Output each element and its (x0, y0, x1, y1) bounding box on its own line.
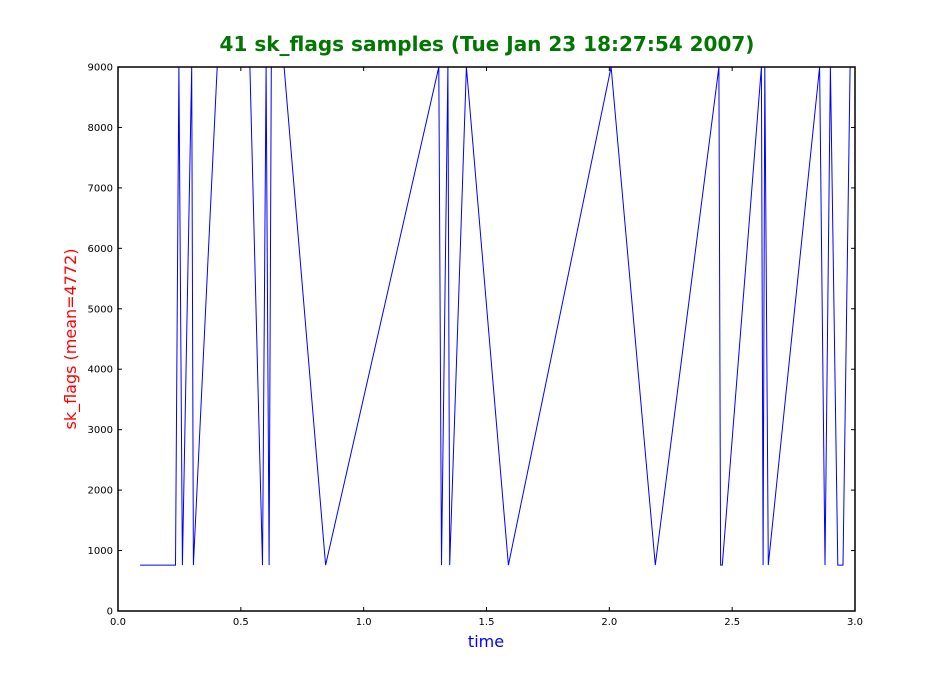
y-tick-label: 5000 (88, 304, 113, 315)
y-tick-label: 2000 (88, 486, 113, 497)
series-line-0 (140, 66, 851, 566)
y-axis-label: sk_flags (mean=4772) (61, 248, 81, 429)
x-axis-label: time (468, 632, 504, 651)
x-tick-label: 0.0 (110, 617, 126, 628)
chart-title: 41 sk_flags samples (Tue Jan 23 18:27:54… (220, 32, 755, 56)
series-lines (140, 66, 851, 566)
y-tick-label: 3000 (88, 425, 113, 436)
y-tick-label: 1000 (88, 546, 113, 557)
x-tick-label: 3.0 (847, 617, 863, 628)
y-tick-label: 8000 (88, 123, 113, 134)
plot-area (118, 67, 855, 611)
y-tick-label: 0 (107, 607, 113, 618)
x-tick-label: 0.5 (233, 617, 249, 628)
y-tick-label: 9000 (88, 63, 113, 74)
y-tick-label: 7000 (88, 183, 113, 194)
tick-labels: 0.0 0.5 1.0 1.5 2.0 2.5 3.0 0 1000 2000 3000 4000 50… (88, 63, 863, 629)
x-tick-label: 2.5 (724, 617, 740, 628)
x-tick-label: 1.0 (356, 617, 372, 628)
y-tick-label: 4000 (88, 365, 113, 376)
x-tick-label: 1.5 (479, 617, 495, 628)
y-tick-label: 6000 (88, 244, 113, 255)
plot-frame (117, 66, 856, 612)
x-tick-label: 2.0 (601, 617, 617, 628)
